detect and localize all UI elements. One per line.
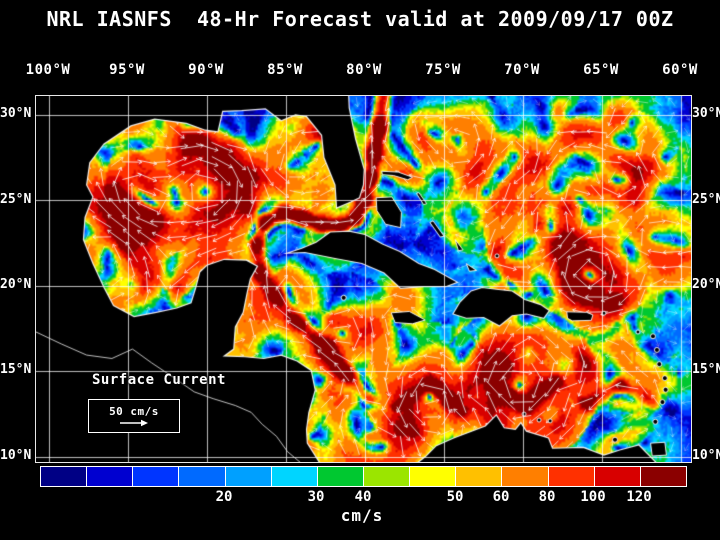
colorbar-segment [317, 467, 364, 486]
colorbar-segment [87, 467, 134, 486]
lon-tick-label: 75°W [425, 62, 461, 78]
lon-tick-label: 95°W [109, 62, 145, 78]
colorbar-segment [179, 467, 226, 486]
colorbar-tick-label: 20 [215, 489, 233, 505]
lat-tick-label: 30°N [692, 106, 720, 121]
lon-tick-label: 100°W [25, 62, 71, 78]
lat-tick-label: 20°N [0, 277, 32, 292]
lat-tick-label: 15°N [692, 362, 720, 377]
colorbar-tick-label: 120 [626, 489, 652, 505]
colorbar-segment [410, 467, 457, 486]
colorbar-segment [594, 467, 641, 486]
colorbar-segment [271, 467, 318, 486]
lat-tick-label: 10°N [692, 448, 720, 463]
colorbar [40, 466, 687, 487]
lat-tick-label: 15°N [0, 362, 32, 377]
colorbar-segment [502, 467, 549, 486]
colorbar-segment [363, 467, 411, 486]
colorbar-tick-label: 60 [492, 489, 510, 505]
map-panel: Surface Current 50 cm/s [35, 95, 692, 463]
lat-tick-label: 25°N [0, 192, 32, 207]
lat-tick-label: 10°N [0, 448, 32, 463]
lon-tick-label: 70°W [504, 62, 540, 78]
scale-value-label: 50 cm/s [109, 405, 159, 418]
lon-tick-label: 90°W [188, 62, 224, 78]
colorbar-segment [640, 467, 686, 486]
colorbar-segment [548, 467, 595, 486]
scale-arrow-icon [120, 419, 148, 427]
page-title: NRL IASNFS 48-Hr Forecast valid at 2009/… [46, 7, 674, 31]
lon-tick-label: 65°W [583, 62, 619, 78]
lon-tick-label: 60°W [662, 62, 698, 78]
colorbar-segment [133, 467, 180, 486]
lat-tick-label: 20°N [692, 277, 720, 292]
lon-tick-label: 80°W [346, 62, 382, 78]
colorbar-tick-label: 100 [580, 489, 606, 505]
colorbar-segment [456, 467, 503, 486]
colorbar-tick-label: 50 [446, 489, 464, 505]
surface-current-label: Surface Current [92, 372, 226, 388]
lon-tick-label: 85°W [267, 62, 303, 78]
colorbar-tick-label: 40 [354, 489, 372, 505]
colorbar-unit-label: cm/s [340, 506, 384, 525]
lat-tick-label: 25°N [692, 192, 720, 207]
colorbar-segment [41, 467, 88, 486]
current-scale-box: 50 cm/s [88, 399, 180, 433]
colorbar-tick-label: 80 [538, 489, 556, 505]
lat-tick-label: 30°N [0, 106, 32, 121]
colorbar-segment [225, 467, 272, 486]
colorbar-tick-label: 30 [307, 489, 325, 505]
